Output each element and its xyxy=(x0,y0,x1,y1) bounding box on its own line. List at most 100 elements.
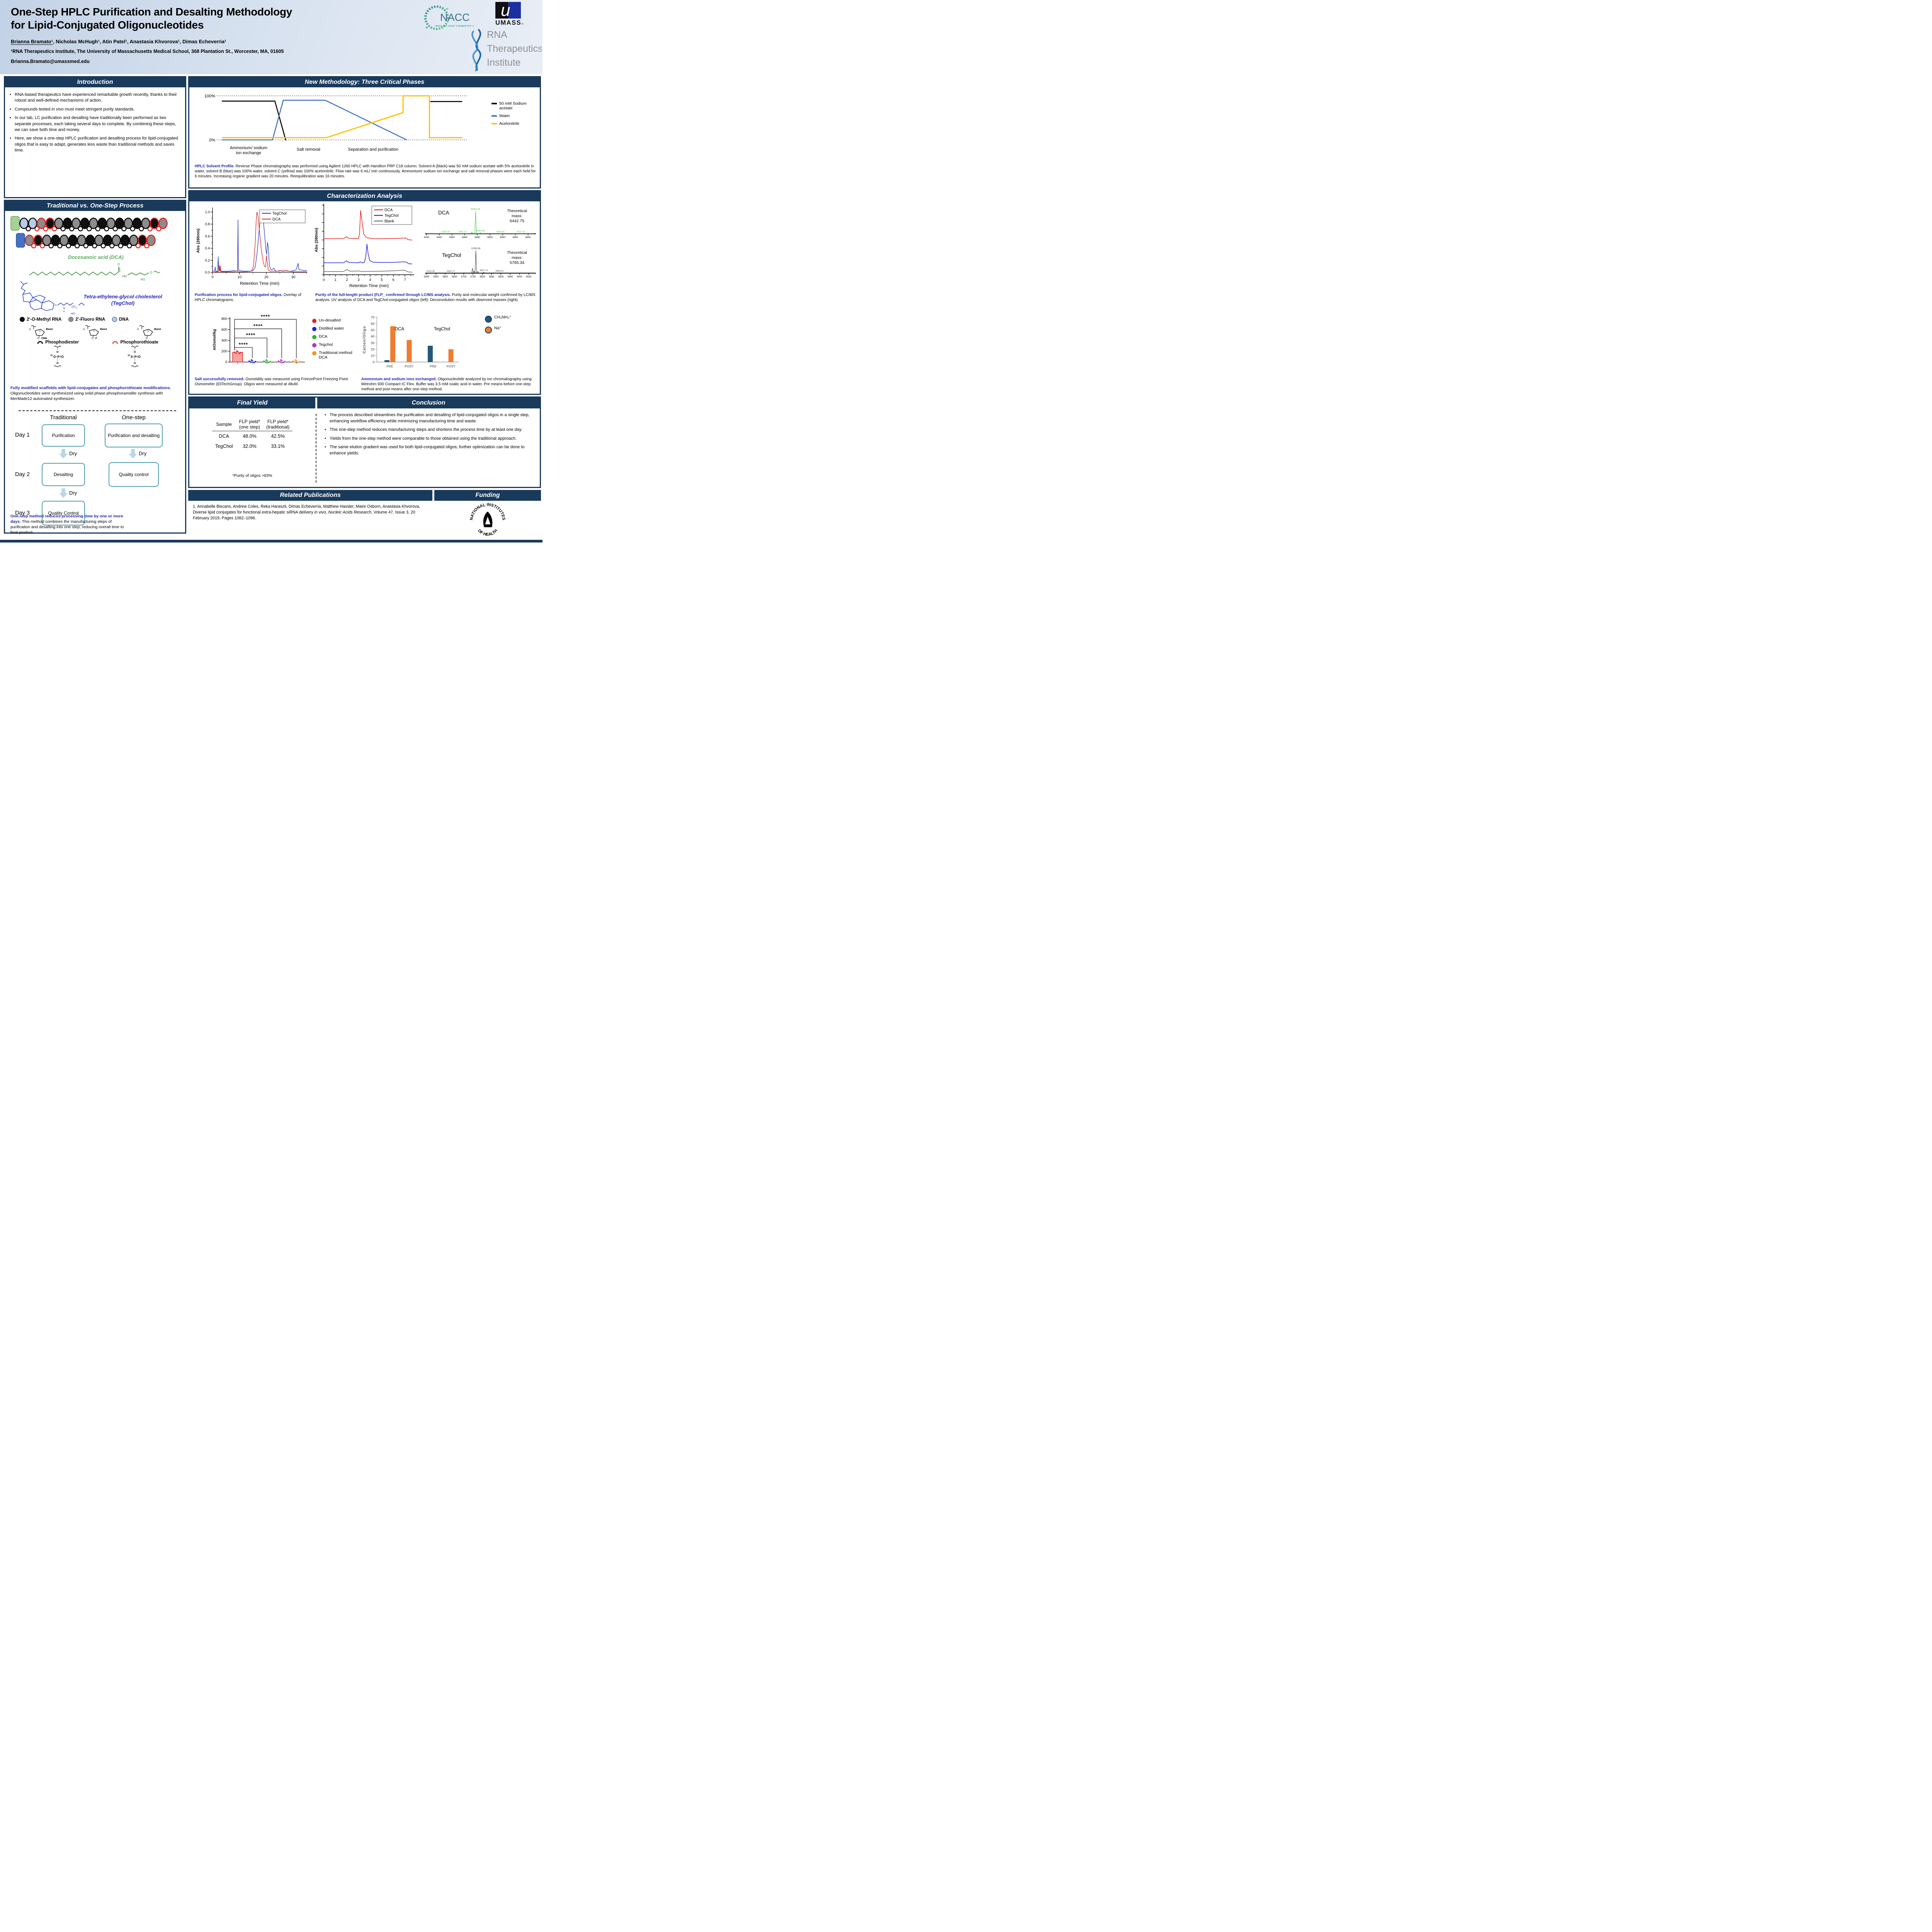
svg-text:6325.46: 6325.46 xyxy=(442,231,450,233)
nacc-acronym: NACC xyxy=(440,12,470,23)
legend-label: Distilled water xyxy=(319,326,344,331)
svg-text:Theoretical: Theoretical xyxy=(507,250,527,255)
svg-text:DCA: DCA xyxy=(384,208,393,213)
svg-text:O: O xyxy=(56,351,59,354)
introduction-panel: Introduction RNA-based therapeutics have… xyxy=(4,76,186,198)
caption-body: Reverse Phase chromatography was perform… xyxy=(195,164,536,179)
methodology-panel: New Methodology: Three Critical Phases 1… xyxy=(188,76,541,189)
bullet-item: RNA-based therapeutics have experienced … xyxy=(9,92,180,104)
svg-text:6442.75: 6442.75 xyxy=(510,219,524,223)
table-row: DCA 48.0% 42.5% xyxy=(212,431,293,442)
umass-mark-blue xyxy=(508,2,521,19)
svg-text:7: 7 xyxy=(404,278,406,282)
contact-email: Brianna.Bramato@umassmed.edu xyxy=(11,59,90,64)
svg-text:O: O xyxy=(134,362,136,365)
dry-arrow-icon xyxy=(59,449,68,459)
svg-text:TegChol: TegChol xyxy=(434,327,450,332)
svg-text:5750: 5750 xyxy=(470,276,476,278)
svg-text:5522.06: 5522.06 xyxy=(427,270,435,272)
table-cell: 33.1% xyxy=(271,444,285,449)
flow-divider xyxy=(19,410,176,411)
linkage-label: Phosphorothioate xyxy=(120,340,158,345)
legend-swatch-icon xyxy=(20,317,25,322)
rti-line1: RNA xyxy=(487,29,507,40)
methodology-header: New Methodology: Three Critical Phases xyxy=(189,77,540,87)
osmolality-chart: 0 200 400 600 800 mOsmol/kg **** **** **** **** xyxy=(213,313,305,364)
bullet-item: The process described streamlines the pu… xyxy=(324,412,536,424)
table-header-cell: FLP yield* (traditional) xyxy=(263,418,293,431)
svg-text:0: 0 xyxy=(225,360,227,364)
svg-text:Retention Time (min): Retention Time (min) xyxy=(349,284,389,288)
svg-text:800: 800 xyxy=(221,317,227,321)
solvent-caption: HPLC Solvent Profile. Reverse Phase chro… xyxy=(195,164,536,179)
legend-label: Na⁺ xyxy=(494,326,502,330)
tegchol-molecule-label: Tetra-ethylene-glycol cholesterol (TegCh… xyxy=(83,294,162,306)
svg-text:5: 5 xyxy=(381,278,383,282)
rti-line2: Therapeutics xyxy=(487,43,542,54)
legend-swatch-icon xyxy=(492,103,497,104)
svg-text:OMe: OMe xyxy=(41,337,47,340)
svg-text:⊖: ⊖ xyxy=(128,354,130,357)
author-list: Brianna Bramato¹, Nicholas McHugh¹, Atin… xyxy=(11,39,226,44)
legend-label: 2'-O-Methyl RNA xyxy=(27,317,62,322)
svg-text:6540.84: 6540.84 xyxy=(496,231,505,233)
svg-text:Blank: Blank xyxy=(384,219,395,224)
svg-text:****: **** xyxy=(246,332,255,338)
svg-text:6000: 6000 xyxy=(517,276,522,278)
svg-text:O–P=O: O–P=O xyxy=(53,355,64,359)
osmolality-legend: Un-desalted Distilled water DCA Tegchol Trad… xyxy=(312,318,359,363)
svg-text:10: 10 xyxy=(237,275,242,279)
linkage-arc-icon xyxy=(112,341,118,344)
legend-item: 50 mM Sodium acetate xyxy=(492,101,539,111)
characterization-header: Characterization Analysis xyxy=(189,191,540,201)
flow-caption: One-step method reduces processing time … xyxy=(10,514,126,535)
svg-text:****: **** xyxy=(261,313,270,319)
caption-body: Overlay of HPLC chromatograms. xyxy=(195,293,301,303)
flow-box-purification: Purification xyxy=(42,424,85,447)
nacc-rna-ring-icon xyxy=(424,5,449,30)
table-cell: 32.0% xyxy=(243,444,257,449)
svg-text:HO: HO xyxy=(141,278,145,281)
svg-text:5900: 5900 xyxy=(498,276,504,278)
yield-conclusion-panel: Final Yield Conclusion Sample FLP yield*(… xyxy=(188,396,541,488)
linkage-structure-icon: O⊖ S–P=OO xyxy=(128,345,141,367)
conclusion-bullets: The process described streamlines the pu… xyxy=(324,412,536,459)
dca-structure-icon: O HN O HO xyxy=(29,263,160,281)
legend-item: Acetonitrile xyxy=(492,121,539,126)
bullet-item: The same elution gradient was used for b… xyxy=(324,444,536,456)
svg-text:O: O xyxy=(56,362,59,365)
svg-text:1.0: 1.0 xyxy=(205,210,210,214)
svg-text:H: H xyxy=(63,310,65,313)
svg-text:2: 2 xyxy=(346,278,348,282)
bullet-item: This one-step method reduces manufacturi… xyxy=(324,427,536,433)
linkage-diagram: Phosphorothioate O ⊖ S–P=O O xyxy=(112,340,158,368)
svg-text:30: 30 xyxy=(291,275,296,279)
hplc-overlay-chart: 0 10 20 30 0.0 0.2 0.4 0.6 0.8 1.0 Retention Time … xyxy=(196,207,307,286)
publications-panel: Related Publications 1. Annabelle Biscan… xyxy=(188,490,432,539)
legend-swatch-icon xyxy=(312,343,316,347)
svg-text:6250: 6250 xyxy=(424,236,429,239)
svg-text:N: N xyxy=(63,306,65,310)
final-yield-footnote: *Purity of oligos >83% xyxy=(232,473,272,478)
svg-text:⊖: ⊖ xyxy=(50,354,53,357)
ion-legend: CH₃NH₃⁺ Na⁺ xyxy=(485,315,535,337)
svg-text:****: **** xyxy=(253,323,263,329)
svg-text:100%: 100% xyxy=(204,94,215,99)
legend-label: Water xyxy=(499,114,510,119)
introduction-header: Introduction xyxy=(5,77,185,87)
sugar-diagrams: O O Base O OMe O O Base O F O O Base O xyxy=(17,325,179,339)
legend-swatch-icon xyxy=(485,316,492,323)
svg-text:Cation/Oligo: Cation/Oligo xyxy=(362,326,367,353)
svg-text:PRE: PRE xyxy=(430,364,437,368)
oligo-duplex-diagram xyxy=(10,216,168,248)
bullet-item: Yields from the one-step method were com… xyxy=(324,436,536,442)
svg-text:4: 4 xyxy=(369,278,371,282)
bottom-border xyxy=(0,540,543,543)
caption-body: Osmolality was measured using FreezePoin… xyxy=(195,377,348,387)
svg-text:0.0: 0.0 xyxy=(205,270,210,274)
svg-text:0.2: 0.2 xyxy=(205,259,210,262)
svg-text:O: O xyxy=(29,328,31,331)
svg-text:POST: POST xyxy=(405,364,414,368)
